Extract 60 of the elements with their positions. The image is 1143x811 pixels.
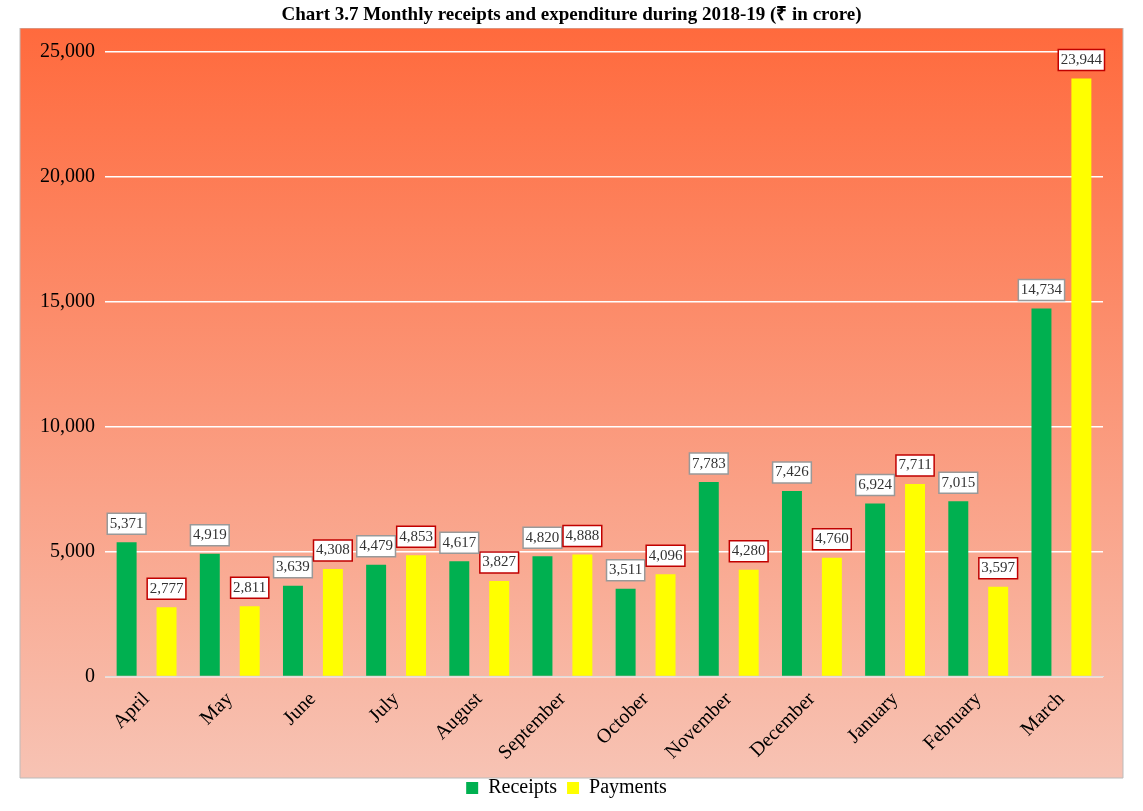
x-tick-label: June — [277, 686, 320, 729]
y-tick-label: 5,000 — [50, 538, 95, 561]
data-label: 2,777 — [149, 579, 184, 596]
bar — [988, 586, 1009, 676]
y-tick-label: 20,000 — [40, 164, 95, 187]
data-label: 14,734 — [1020, 280, 1063, 297]
bar — [738, 569, 759, 676]
y-tick-label: 25,000 — [40, 39, 95, 62]
bar — [366, 564, 387, 676]
y-tick-label: 10,000 — [40, 413, 95, 436]
bar — [489, 580, 510, 676]
data-label: 3,639 — [276, 558, 310, 575]
bar — [156, 607, 177, 676]
bar — [948, 501, 969, 676]
y-tick-label: 15,000 — [40, 289, 95, 312]
data-label: 4,760 — [815, 530, 849, 547]
bar — [572, 554, 593, 676]
chart-title: Chart 3.7 Monthly receipts and expenditure during 2018-19 (₹ in crore) — [280, 2, 863, 26]
bar — [821, 557, 842, 676]
legend-label: Payments — [589, 775, 668, 799]
bar — [282, 585, 303, 676]
data-label: 4,888 — [565, 526, 600, 543]
bar — [698, 482, 719, 676]
y-tick-label: 0 — [85, 663, 95, 686]
data-label: 3,827 — [482, 553, 517, 570]
legend-label: Receipts — [488, 775, 558, 799]
bar — [532, 556, 553, 676]
bar — [199, 553, 220, 676]
data-label: 7,711 — [898, 456, 932, 473]
bar — [322, 568, 343, 676]
data-label: 7,015 — [941, 473, 976, 490]
bar — [406, 555, 427, 676]
data-label: 4,919 — [192, 526, 227, 543]
data-label: 6,924 — [858, 476, 893, 493]
bar — [239, 606, 260, 676]
data-label: 23,944 — [1060, 50, 1103, 67]
data-label: 4,617 — [442, 533, 477, 550]
data-label: 2,811 — [233, 578, 267, 595]
bar — [655, 574, 676, 676]
data-label: 7,783 — [691, 454, 726, 471]
bar — [865, 503, 886, 676]
data-label: 4,280 — [731, 542, 766, 559]
data-label: 7,426 — [775, 463, 810, 480]
bar — [1031, 308, 1052, 676]
data-label: 4,096 — [648, 546, 683, 563]
data-label: 3,597 — [981, 559, 1016, 576]
data-label: 4,479 — [359, 537, 393, 554]
bar — [449, 561, 470, 676]
data-label: 5,371 — [109, 514, 144, 531]
data-label: 4,853 — [399, 527, 433, 544]
data-label: 3,511 — [609, 561, 643, 578]
bar — [615, 588, 636, 676]
bar — [781, 491, 802, 676]
bar — [905, 483, 926, 676]
data-label: 4,820 — [525, 528, 560, 545]
x-tick-label: May — [194, 687, 237, 730]
data-label: 4,308 — [316, 541, 350, 558]
bar — [116, 542, 137, 676]
bar — [1071, 78, 1092, 676]
x-tick-label: July — [363, 687, 404, 727]
